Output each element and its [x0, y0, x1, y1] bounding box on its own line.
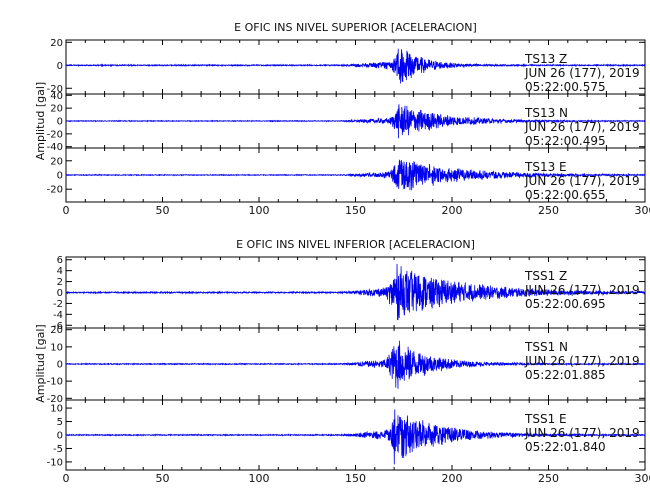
- time-label: 05:22:01.840: [525, 440, 606, 454]
- time-label: 05:22:00.575: [525, 80, 606, 94]
- waveform-trace: [65, 104, 646, 139]
- y-tick-label: 5: [57, 417, 63, 428]
- chart-title: E OFIC INS NIVEL INFERIOR [ACELERACION]: [236, 238, 475, 251]
- date-label: JUN 26 (177), 2019: [524, 283, 640, 297]
- station-label: TSS1 E: [524, 412, 567, 426]
- y-tick-label: 20: [50, 325, 63, 336]
- x-tick-label: 100: [249, 472, 270, 485]
- x-tick-label: 200: [442, 204, 463, 217]
- y-tick-label: 10: [50, 342, 63, 353]
- x-tick-label: 300: [635, 472, 650, 485]
- waveform-trace: [65, 159, 646, 191]
- waveform-trace: [65, 340, 646, 389]
- y-tick-label: 6: [57, 255, 63, 266]
- time-label: 05:22:01.885: [525, 368, 606, 382]
- y-tick-label: -6: [53, 321, 63, 332]
- date-label: JUN 26 (177), 2019: [524, 66, 640, 80]
- time-label: 05:22:00.655: [525, 188, 606, 202]
- y-tick-label: 0: [57, 431, 63, 442]
- chart-title: E OFIC INS NIVEL SUPERIOR [ACELERACION]: [234, 21, 477, 34]
- date-label: JUN 26 (177), 2019: [524, 120, 640, 134]
- y-tick-label: -20: [47, 84, 63, 95]
- station-label: TSS1 N: [524, 340, 568, 354]
- waveform-trace: [65, 409, 646, 465]
- date-label: JUN 26 (177), 2019: [524, 174, 640, 188]
- x-tick-label: 150: [345, 204, 366, 217]
- y-tick-label: 2: [57, 277, 63, 288]
- time-label: 05:22:00.495: [525, 134, 606, 148]
- station-label: TS13 Z: [524, 52, 567, 66]
- y-tick-label: -10: [47, 377, 63, 388]
- y-tick-label: -20: [47, 129, 63, 140]
- x-tick-label: 50: [156, 204, 170, 217]
- station-label: TS13 E: [524, 160, 567, 174]
- y-tick-label: -2: [53, 299, 63, 310]
- y-tick-label: -10: [47, 457, 63, 468]
- x-tick-label: 200: [442, 472, 463, 485]
- date-label: JUN 26 (177), 2019: [524, 426, 640, 440]
- chart-group-1: E OFIC INS NIVEL SUPERIOR [ACELERACION] 2…: [34, 21, 650, 217]
- y-tick-label: 20: [50, 38, 63, 49]
- y-tick-label: 0: [57, 288, 63, 299]
- x-tick-label: 0: [63, 204, 70, 217]
- y-tick-label: 40: [50, 91, 63, 102]
- y-tick-label: 0: [57, 117, 63, 128]
- y-axis-label: Amplitud [gal]: [34, 324, 47, 402]
- x-tick-label: 300: [635, 204, 650, 217]
- x-tick-label: 250: [538, 204, 559, 217]
- waveform-trace: [65, 263, 646, 321]
- x-tick-label: 250: [538, 472, 559, 485]
- y-tick-label: 0: [57, 360, 63, 371]
- x-tick-label: 50: [156, 472, 170, 485]
- time-label: 05:22:00.695: [525, 297, 606, 311]
- y-tick-label: -5: [53, 444, 63, 455]
- y-tick-label: -20: [47, 185, 63, 196]
- chart-group-2: E OFIC INS NIVEL INFERIOR [ACELERACION] 6…: [34, 238, 650, 485]
- x-tick-label: 0: [63, 472, 70, 485]
- y-tick-label: -40: [47, 142, 63, 153]
- y-tick-label: 0: [57, 171, 63, 182]
- station-label: TS13 N: [524, 106, 568, 120]
- waveform-trace: [65, 48, 646, 84]
- date-label: JUN 26 (177), 2019: [524, 354, 640, 368]
- y-tick-label: -20: [47, 394, 63, 405]
- y-axis-label: Amplitud [gal]: [34, 82, 47, 160]
- y-tick-label: 10: [50, 404, 63, 415]
- y-tick-label: 0: [57, 61, 63, 72]
- x-tick-label: 150: [345, 472, 366, 485]
- x-tick-label: 100: [249, 204, 270, 217]
- y-tick-label: 20: [50, 104, 63, 115]
- y-tick-label: 20: [50, 156, 63, 167]
- station-label: TSS1 Z: [524, 269, 567, 283]
- y-tick-label: 4: [57, 266, 63, 277]
- y-tick-label: -4: [53, 310, 63, 321]
